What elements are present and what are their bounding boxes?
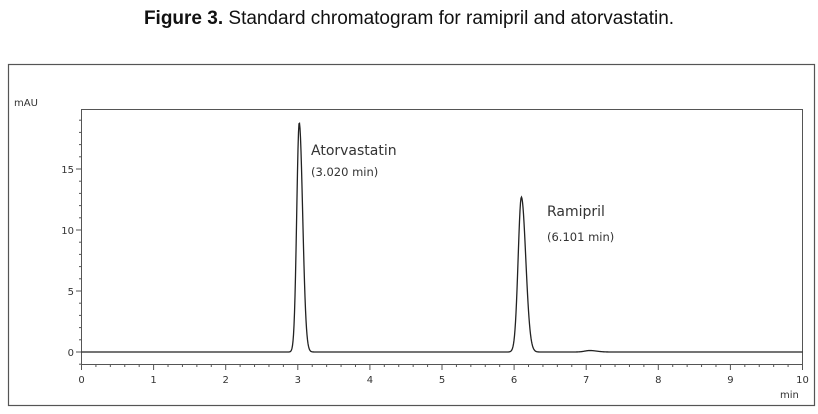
plot-area (81, 109, 803, 365)
x-tick-label: 2 (223, 375, 229, 386)
y-tick-label: 15 (61, 165, 74, 176)
x-tick-label: 3 (295, 375, 301, 386)
x-tick-label: 5 (439, 375, 445, 386)
x-tick-label: 8 (655, 375, 661, 386)
y-tick-label: 0 (68, 348, 74, 359)
peak-label-atorvastatin: Atorvastatin (311, 143, 397, 159)
peak-rt-label: (3.020 min) (311, 165, 378, 179)
figure-caption: Figure 3. Standard chromatogram for rami… (0, 8, 818, 30)
x-tick-label: 4 (367, 375, 373, 386)
x-tick-label: 9 (727, 375, 733, 386)
x-tick-label: 10 (796, 375, 809, 386)
y-tick-label: 5 (68, 287, 74, 298)
y-axis-label: mAU (14, 98, 38, 109)
outer-frame (7, 63, 816, 407)
x-axis-label: min (780, 390, 799, 401)
y-tick-label: 10 (61, 226, 74, 237)
x-tick-label: 0 (78, 375, 84, 386)
x-tick-label: 1 (150, 375, 156, 386)
x-tick-label: 6 (511, 375, 517, 386)
caption-label: Figure 3. (143, 8, 224, 29)
peak-rt-label: (6.101 min) (547, 230, 614, 244)
caption-text: Standard chromatogram for ramipril and a… (223, 8, 675, 29)
chromatogram-trace (81, 122, 803, 353)
peak-label-ramipril: Ramipril (547, 204, 605, 220)
x-tick-label: 7 (583, 375, 589, 386)
